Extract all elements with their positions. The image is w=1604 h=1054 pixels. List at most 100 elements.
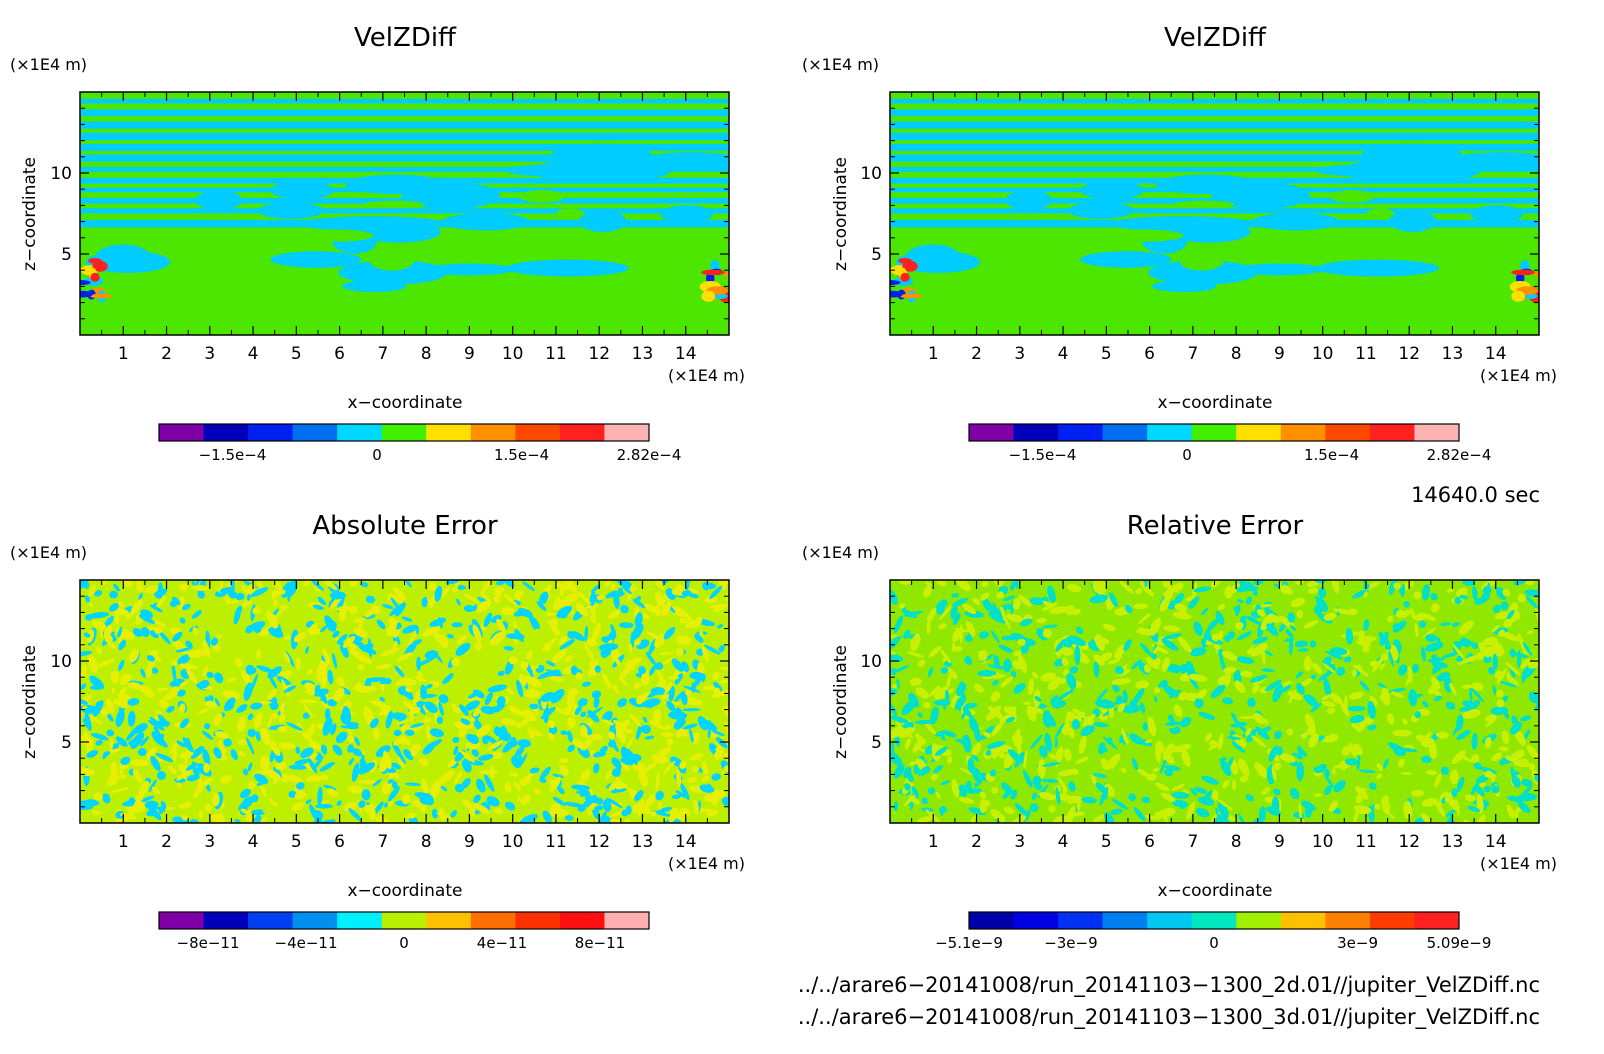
noise-patch [466, 733, 479, 744]
noise-patch [548, 732, 554, 741]
noise-patch [484, 692, 493, 706]
noise-patch [1169, 727, 1179, 735]
edge-feature [1511, 290, 1526, 302]
edge-feature [900, 293, 922, 299]
noise-patch [107, 699, 120, 708]
colorbar-swatch [1325, 912, 1371, 929]
noise-patch [405, 739, 411, 746]
noise-patch [893, 615, 904, 634]
x-tick-label: 12 [1398, 832, 1420, 852]
noise-patch [1152, 646, 1160, 654]
noise-patch [1138, 613, 1151, 624]
noise-patch [205, 783, 211, 792]
noise-patch [1065, 605, 1075, 616]
noise-patch [1349, 714, 1365, 724]
noise-patch [904, 737, 911, 750]
noise-patch [1498, 648, 1505, 655]
noise-patch [370, 718, 379, 729]
noise-patch [584, 625, 588, 642]
noise-patch [106, 713, 114, 722]
noise-patch [119, 686, 127, 696]
noise-patch [472, 624, 482, 643]
colorbar: −1.5e−4 0 1.5e−4 2.82e−4 [158, 423, 681, 464]
heatmap-field [890, 580, 1539, 823]
noise-patch [1376, 773, 1382, 780]
noise-patch [1145, 814, 1159, 821]
y-tick-label: 10 [50, 652, 72, 672]
noise-patch [592, 807, 601, 820]
noise-patch [1029, 803, 1039, 812]
noise-patch [1211, 633, 1220, 642]
noise-patch [518, 753, 528, 768]
noise-patch [1398, 664, 1408, 676]
noise-patch [475, 714, 479, 725]
noise-patch [1068, 781, 1076, 792]
noise-patch [140, 627, 150, 637]
noise-patch [605, 590, 618, 599]
noise-patch [383, 802, 389, 808]
blob [338, 260, 448, 285]
noise-patch [333, 687, 345, 702]
noise-patch [658, 651, 674, 656]
colorbar-label: 0 [399, 934, 409, 952]
noise-patch [527, 726, 534, 739]
noise-patch [408, 628, 419, 646]
noise-patch [472, 803, 491, 814]
noise-patch [1501, 730, 1510, 745]
noise-patch [946, 672, 952, 690]
edge-feature [900, 272, 910, 282]
noise-patch [567, 698, 573, 712]
noise-patch [1400, 771, 1412, 775]
noise-patch [313, 755, 324, 770]
noise-patch [277, 725, 288, 733]
noise-patch [660, 732, 674, 738]
noise-patch [216, 813, 224, 823]
noise-patch [546, 660, 556, 667]
noise-patch [1509, 648, 1516, 658]
noise-patch [502, 732, 512, 742]
noise-patch [654, 633, 666, 648]
noise-patch [1194, 697, 1204, 709]
noise-patch [322, 717, 333, 736]
noise-patch [206, 671, 214, 679]
noise-patch [915, 719, 934, 725]
noise-patch [1393, 582, 1401, 590]
noise-patch [1303, 620, 1319, 629]
noise-patch [1526, 744, 1539, 760]
noise-patch [1296, 609, 1304, 618]
noise-patch [1031, 792, 1038, 800]
noise-patch [264, 768, 282, 781]
noise-patch [152, 619, 167, 628]
noise-patch [125, 612, 132, 620]
noise-patch [1300, 677, 1313, 687]
noise-patch [451, 622, 463, 628]
noise-patch [723, 765, 729, 773]
blob [257, 202, 324, 219]
band [80, 197, 729, 204]
noise-patch [564, 815, 574, 821]
file-path-2d: ../../arare6−20141008/run_20141103−1300_… [798, 973, 1540, 998]
noise-patch [1048, 754, 1058, 760]
noise-patch [506, 688, 514, 695]
noise-patch [187, 649, 207, 659]
noise-patch [652, 709, 662, 726]
noise-patch [269, 613, 279, 629]
noise-patch [291, 802, 304, 812]
noise-patch [1007, 749, 1024, 764]
noise-patch [1193, 621, 1203, 636]
noise-patch [1503, 619, 1513, 628]
noise-patch [1002, 791, 1011, 799]
noise-patch [618, 622, 634, 629]
noise-patch [924, 581, 933, 587]
noise-patch [1258, 767, 1265, 776]
x-tick-label: 9 [464, 832, 475, 852]
noise-patch [694, 634, 704, 643]
noise-patch [102, 793, 111, 804]
noise-patch [591, 622, 602, 641]
noise-patch [301, 731, 312, 742]
noise-patch [1010, 789, 1018, 800]
noise-patch [1356, 754, 1361, 771]
noise-patch [261, 788, 267, 797]
noise-patch [1363, 583, 1370, 590]
x-tick-label: 2 [161, 832, 172, 852]
